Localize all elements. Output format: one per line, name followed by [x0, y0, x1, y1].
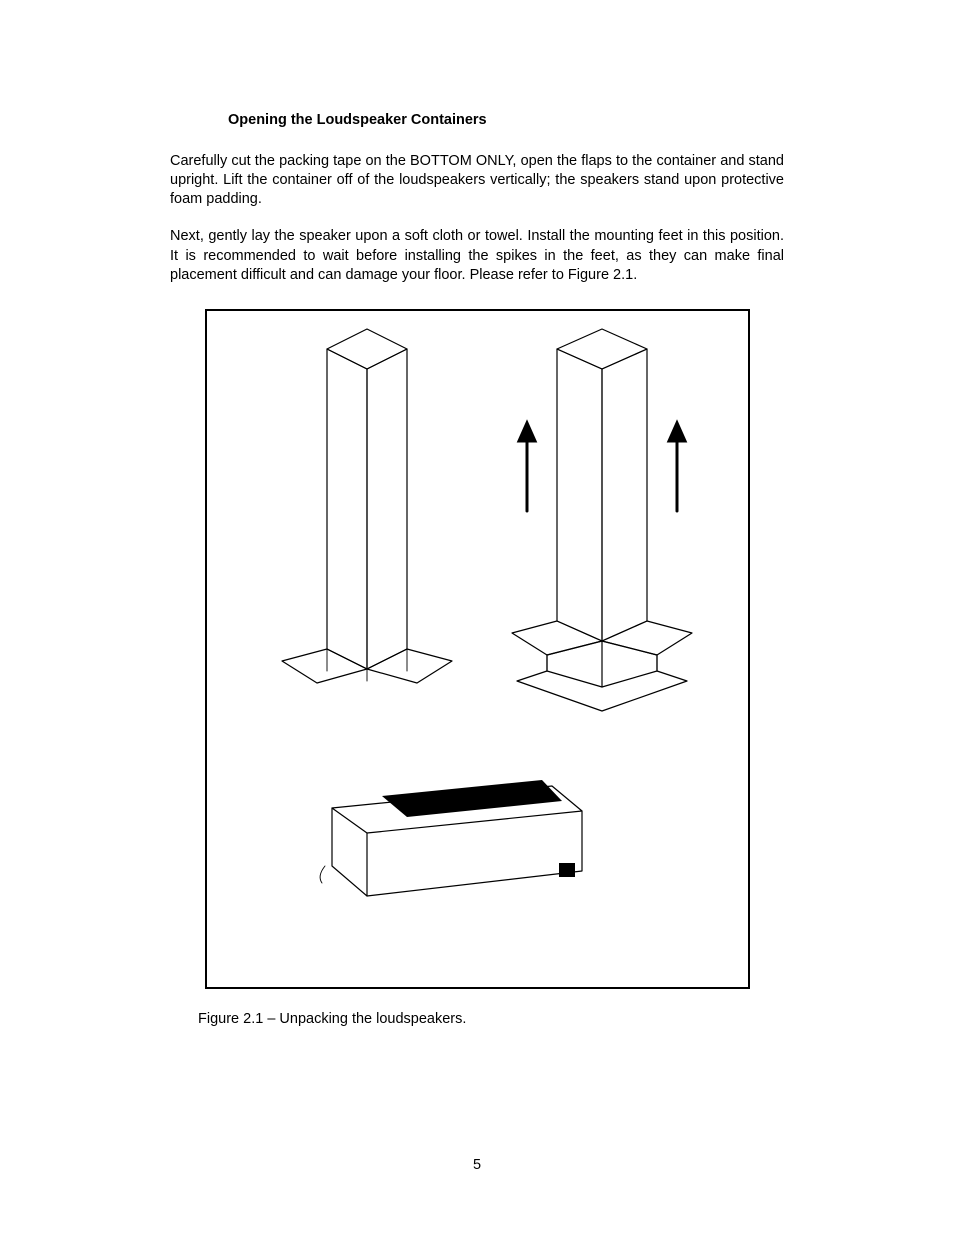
figure-caption: Figure 2.1 – Unpacking the loudspeakers.	[198, 1011, 784, 1027]
paragraph-1: Carefully cut the packing tape on the BO…	[170, 152, 784, 209]
paragraph-2: Next, gently lay the speaker upon a soft…	[170, 227, 784, 284]
page-number: 5	[0, 1157, 954, 1173]
unpacking-diagram	[207, 311, 752, 991]
section-heading: Opening the Loudspeaker Containers	[228, 112, 784, 128]
document-page: Opening the Loudspeaker Containers Caref…	[0, 0, 954, 1027]
figure-2-1	[205, 309, 750, 989]
